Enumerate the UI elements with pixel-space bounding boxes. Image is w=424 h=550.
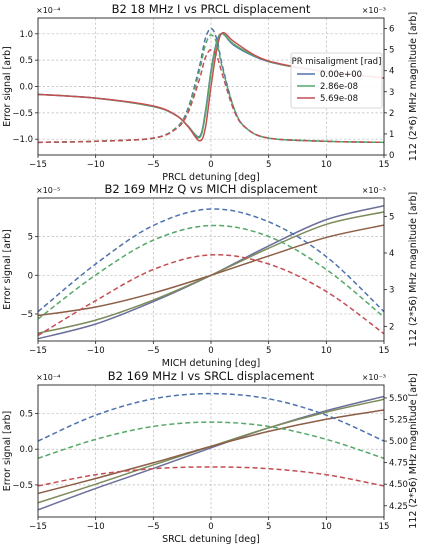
y-right-tick-label: 2	[389, 109, 394, 119]
series-line-solid-1	[37, 395, 385, 511]
x-tick-label: 0	[208, 346, 213, 356]
y-right-tick-label: 4.25	[389, 502, 408, 512]
y-tick-label: 0.0	[19, 83, 33, 93]
series-line-dashed-2	[37, 34, 385, 144]
y-right-tick-label: 5.00	[389, 437, 408, 447]
x-tick-label: −5	[147, 346, 160, 356]
series-line-dashed-1	[37, 208, 385, 313]
x-tick-label: −5	[147, 522, 160, 532]
x-tick-label: −10	[87, 346, 105, 356]
y-axis-label: Error signal [arb]	[2, 411, 13, 491]
left-axis-multiplier: ×10⁻⁴	[36, 373, 60, 382]
y-right-tick-label: 6	[389, 25, 394, 35]
legend-box	[290, 52, 383, 109]
chart-panel-2: −15 −10 −5 0 5 10 15 −5 0 5 2 3 4 5 ×10⁻⁵ ×10⁻³ B2 169 M…	[2, 182, 419, 369]
x-tick-label: −15	[29, 160, 47, 170]
legend: PR misaligment [rad] 0.00e+00 2.86e-08 5.69…	[290, 52, 383, 109]
y-tick-label: 0.5	[19, 56, 33, 66]
chart-title: B2 169 MHz I vs SRCL displacement	[108, 369, 315, 383]
y-right-tick-label: 5	[389, 212, 394, 222]
chart-title: B2 169 MHz Q vs MICH displacement	[104, 182, 318, 196]
x-tick-label: 5	[266, 346, 271, 356]
x-tick-label: 15	[379, 522, 390, 532]
x-tick-label: 10	[321, 346, 332, 356]
y-right-tick-label: 2	[389, 322, 394, 332]
y-tick-label: −1.0	[12, 135, 33, 145]
y-axis-label: Error signal [arb]	[2, 229, 13, 309]
legend-entry-2: 2.86e-08	[320, 82, 358, 92]
right-axis-multiplier: ×10⁻³	[362, 186, 386, 195]
series-line-solid-3	[37, 31, 385, 142]
y-tick-label: −0.5	[12, 481, 33, 491]
y-right-tick-label: 4	[389, 67, 394, 77]
y-right-tick-label: 4	[389, 249, 394, 259]
y-tick-label: −0.5	[12, 109, 33, 119]
y-tick-label: 0.0	[19, 445, 33, 455]
x-tick-label: 15	[379, 346, 390, 356]
x-axis-label: SRCL detuning [deg]	[162, 534, 260, 545]
series-line-dashed-1	[37, 392, 385, 442]
y-right-tick-label: 0	[389, 151, 394, 161]
legend-title: PR misaligment [rad]	[292, 57, 382, 67]
right-axis-multiplier: ×10⁻³	[362, 6, 386, 15]
y-axis-label: Error signal [arb]	[2, 46, 13, 126]
series-line-dashed-3	[37, 48, 385, 144]
series-line-solid-2	[37, 398, 385, 504]
x-tick-label: 10	[321, 522, 332, 532]
chart-panel-3: −15 −10 −5 0 5 10 15 −0.5 0.0 0.5 4.25 4.50 4.75 5.00…	[2, 369, 419, 545]
series-line-dashed-3	[37, 253, 385, 337]
y-tick-label: 0	[28, 271, 33, 281]
chart-panel-1: −15 −10 −5 0 5 10 15 −1.0 −0.5 0.0 0.5 1.0 0 1 2 3 4 5 6 ×1…	[2, 2, 419, 183]
x-tick-label: −5	[147, 160, 160, 170]
series-group	[37, 205, 385, 340]
left-axis-multiplier: ×10⁻⁴	[36, 6, 60, 15]
y-axis-label-right: 112 (2*6) MHz magnitude [arb]	[408, 12, 419, 161]
y-tick-label: −5	[20, 310, 33, 320]
y-tick-label: 1.0	[19, 30, 33, 40]
x-axis-label: MICH detuning [deg]	[162, 358, 260, 369]
y-right-tick-label: 5.50	[389, 394, 408, 404]
right-axis-multiplier: ×10⁻³	[362, 373, 386, 382]
y-tick-label: 0.5	[19, 410, 33, 420]
y-right-tick-label: 3	[389, 88, 394, 98]
chart-title: B2 18 MHz I vs PRCL displacement	[112, 2, 311, 16]
y-right-tick-label: 4.75	[389, 459, 408, 469]
y-tick-label: 5	[28, 233, 33, 243]
grid-lines	[37, 198, 385, 341]
series-line-dashed-2	[37, 224, 385, 320]
x-tick-label: 0	[208, 522, 213, 532]
y-axis-label-right: 112 (2*56) MHz magnitude [arb]	[408, 373, 419, 528]
x-tick-label: −10	[87, 522, 105, 532]
series-group	[37, 27, 385, 144]
y-right-tick-label: 3	[389, 286, 394, 296]
x-tick-label: −15	[29, 522, 47, 532]
grid-lines	[37, 385, 385, 517]
x-tick-label: −10	[87, 160, 105, 170]
x-tick-label: 0	[208, 160, 213, 170]
legend-entry-3: 5.69e-08	[320, 94, 358, 104]
series-line-solid-3	[37, 224, 385, 317]
x-axis-label: PRCL detuning [deg]	[162, 172, 259, 183]
y-right-tick-label: 5	[389, 46, 394, 56]
x-tick-label: 5	[266, 522, 271, 532]
series-line-dashed-2	[37, 421, 385, 460]
y-right-tick-label: 4.50	[389, 480, 408, 490]
y-right-tick-label: 1	[389, 130, 394, 140]
y-axis-label-right: 112 (2*56) MHz magnitude [arb]	[408, 192, 419, 347]
series-group	[37, 392, 385, 511]
y-right-tick-label: 5.25	[389, 416, 408, 426]
left-axis-multiplier: ×10⁻⁵	[36, 186, 60, 195]
legend-entry-1: 0.00e+00	[320, 70, 362, 80]
x-tick-label: 10	[321, 160, 332, 170]
series-line-dashed-3	[37, 466, 385, 487]
x-tick-label: 15	[379, 160, 390, 170]
x-tick-label: −15	[29, 346, 47, 356]
x-tick-label: 5	[266, 160, 271, 170]
series-line-solid-3	[37, 409, 385, 495]
